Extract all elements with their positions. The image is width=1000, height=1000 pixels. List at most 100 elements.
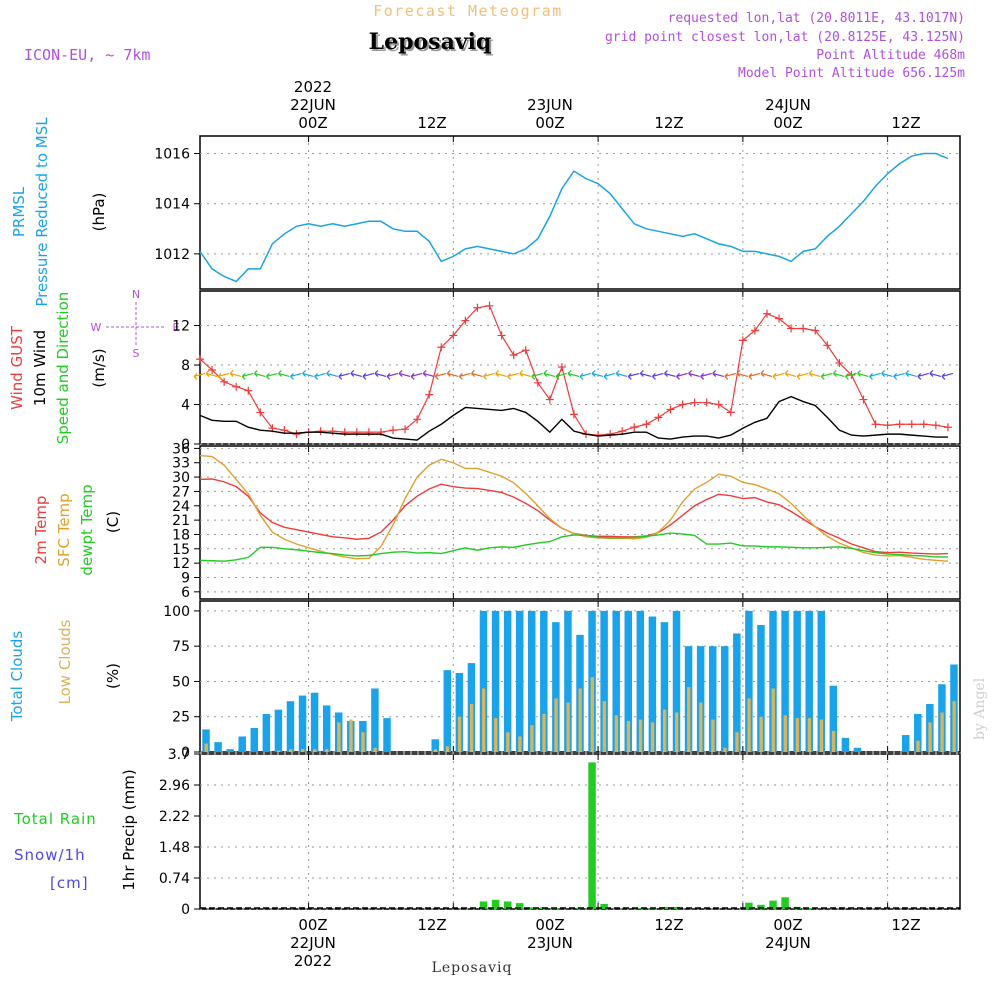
top-date-label: 23JUN <box>527 96 573 114</box>
wind-gust-point <box>702 398 711 407</box>
wind-gust-point <box>196 355 204 364</box>
temp-unit: (C) <box>104 511 122 533</box>
low-clouds-bar <box>566 702 570 752</box>
wind-direction-arrow <box>772 372 785 380</box>
wind-gust-point <box>859 395 868 404</box>
top-date-label: 24JUN <box>765 96 811 114</box>
wind-direction-arrow <box>893 372 905 380</box>
wind-gust-point <box>256 408 265 417</box>
wind-direction-arrow <box>217 372 230 380</box>
wind-10m-line <box>199 395 948 441</box>
y-tick-label: 3.7 <box>168 747 190 763</box>
bottom-hour-label: 00Z <box>535 916 564 934</box>
temp2m-label: 2m Temp <box>32 496 50 565</box>
low-clouds-bar <box>711 719 715 752</box>
panel-frame <box>199 753 961 910</box>
y-tick-label: 9 <box>181 570 190 586</box>
wind-direction-arrow <box>567 369 580 377</box>
total-clouds-bar <box>371 688 379 752</box>
wind-direction-arrow <box>314 372 326 380</box>
total-clouds-bar <box>829 685 838 752</box>
wind-direction-arrow <box>712 369 724 377</box>
bottom-hour-label: 12Z <box>654 916 683 934</box>
low-clouds-bar <box>626 720 631 752</box>
wind-gust-point <box>750 326 759 335</box>
low-clouds-bar <box>602 701 606 752</box>
rain-bar <box>805 908 813 909</box>
y-tick-label: 24 <box>172 499 190 515</box>
low-clouds-bar <box>795 718 800 752</box>
compass-s: S <box>133 347 140 360</box>
panel-frame <box>199 290 961 445</box>
wind-direction-arrow <box>543 369 555 377</box>
y-tick-label: 33 <box>172 456 190 472</box>
rain-bar <box>528 907 536 909</box>
wind-gust-point <box>292 430 301 439</box>
low-clouds-bar <box>542 713 546 752</box>
wind-gust-point <box>208 365 217 374</box>
wind-direction-arrow <box>290 372 302 380</box>
wind-direction-arrow <box>398 369 411 377</box>
total-clouds-bar <box>624 610 632 752</box>
low-clouds-bar <box>807 718 812 752</box>
total-clouds-bar <box>672 610 681 752</box>
sfc-temp-label: SFC Temp <box>55 493 73 566</box>
wind-gust-point <box>835 359 844 368</box>
low-clouds-bar <box>530 725 534 752</box>
total-clouds-bar <box>853 747 862 752</box>
wind-direction-arrow <box>639 369 652 377</box>
y-tick-label: 2.96 <box>159 778 190 794</box>
bottom-date-label: 22JUN <box>290 934 336 952</box>
wind-direction-arrow <box>688 369 700 377</box>
wind-direction-arrow <box>531 372 543 380</box>
total-clouds-bar <box>250 728 259 752</box>
wind-gust-point <box>654 413 663 422</box>
wind-gust-point <box>943 423 952 432</box>
wind-direction-arrow <box>664 369 676 377</box>
wind-gust-point <box>364 428 373 437</box>
wind-direction-arrow <box>278 369 290 377</box>
low-clouds-bar <box>481 688 486 752</box>
wind-direction-arrow <box>422 369 435 377</box>
total-clouds-bar <box>745 610 753 752</box>
rain-bar <box>588 762 596 909</box>
wind-unit: (m/s) <box>90 348 108 387</box>
wind-direction-arrow <box>350 369 362 377</box>
low-clouds-bar <box>614 715 619 752</box>
wind-direction-arrow <box>253 369 266 377</box>
plot-panels: 1012101410160481269121518212427303336025… <box>154 135 961 918</box>
model-label: ICON-EU, ~ 7km <box>24 46 150 64</box>
wind-gust-point <box>533 378 542 387</box>
low-clouds-bar <box>662 709 667 752</box>
compass-w: W <box>91 321 102 334</box>
bottom-hour-label: 00Z <box>773 916 802 934</box>
wind-gust-point <box>413 415 422 424</box>
wind-gust-point <box>497 331 506 340</box>
watermark: by Angel <box>972 677 988 740</box>
wind-gust-point <box>871 420 880 429</box>
total-clouds-bar <box>721 646 729 752</box>
total-clouds-bar <box>660 622 669 752</box>
total-clouds-bar <box>757 624 765 752</box>
total-clouds-bar <box>310 692 319 752</box>
wind-gust-point <box>340 428 349 437</box>
wind-direction-arrow <box>881 369 893 377</box>
wind-gust-point <box>642 420 651 429</box>
total-clouds-bar <box>841 737 850 752</box>
panel-frame <box>199 135 961 290</box>
low-clouds-bar <box>361 732 365 752</box>
total-clouds-bar <box>564 610 572 752</box>
rain-bar <box>745 902 753 909</box>
prmsl-line <box>199 152 949 283</box>
low-clouds-bar <box>349 719 353 752</box>
wind-direction-arrow <box>446 369 459 377</box>
rain-bar <box>503 901 512 909</box>
wind-direction-arrow <box>736 369 749 377</box>
low-clouds-bar <box>373 747 377 752</box>
y-tick-label: 36 <box>172 441 190 457</box>
temp-2m-line <box>199 478 948 555</box>
wind-gust-point <box>606 430 615 439</box>
wind-gust-point <box>714 400 723 409</box>
requested-coords: requested lon,lat (20.8011E, 43.1017N) <box>668 11 965 26</box>
y-tick-label: 15 <box>172 542 190 558</box>
